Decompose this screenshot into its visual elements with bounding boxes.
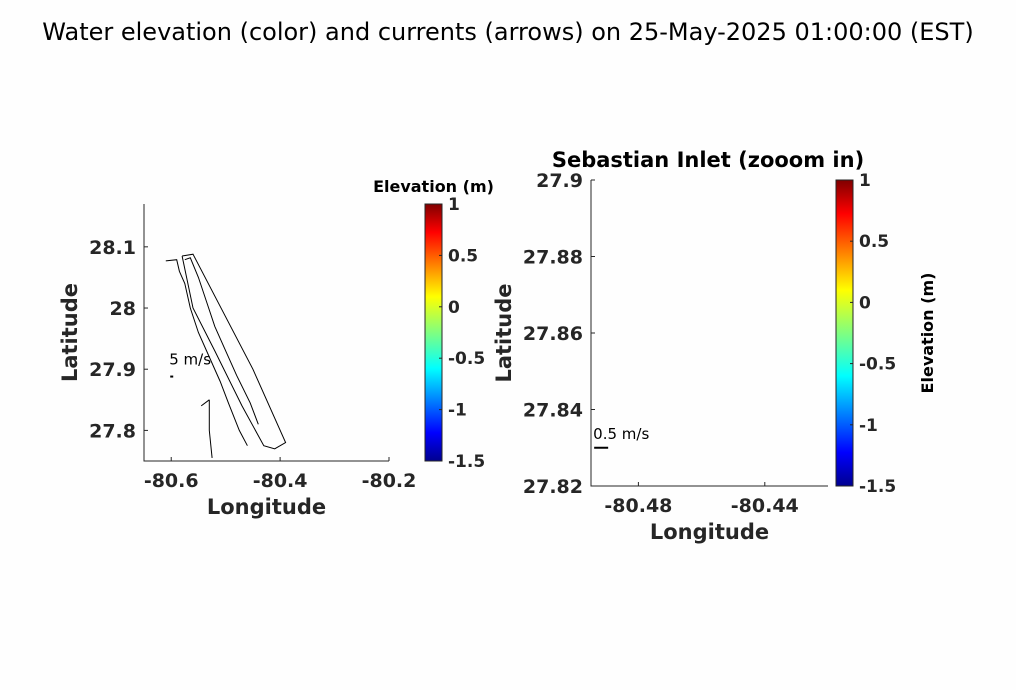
coastline-segment — [181, 253, 287, 450]
y-tick-label: 27.9 — [536, 170, 583, 192]
overview-map-panel: -80.6 -80.4 -80.2 27.8 27.9 28 28.1 5 m/s Long… — [58, 204, 416, 519]
y-axis-label: Latitude — [492, 283, 516, 382]
colorbar-label: Elevation (m) — [373, 177, 494, 196]
zoom-panel-title: Sebastian Inlet (zooom in) — [552, 148, 864, 172]
x-tick-label: -80.48 — [604, 495, 672, 517]
colorbar-tick-label: 0 — [448, 298, 460, 318]
x-tick-label: -80.44 — [731, 495, 799, 517]
y-tick-label: 28.1 — [89, 237, 136, 259]
x-axis-label: Longitude — [650, 520, 769, 544]
overview-tick-layer: -80.6 -80.4 -80.2 27.8 27.9 28 28.1 — [89, 204, 416, 492]
y-axis-label: Latitude — [58, 283, 82, 382]
overview-colorbar: Elevation (m) 1 0.5 0 -0.5 -1 -1.5 — [373, 177, 494, 472]
colorbar-tick-label: -1 — [448, 401, 467, 421]
colorbar-tick-label: 0.5 — [448, 246, 478, 266]
scale-arrow-label: 5 m/s — [169, 351, 211, 369]
colorbar-tick-label: 0 — [859, 293, 871, 313]
coastline-segment — [200, 399, 210, 407]
colorbar-label: Elevation (m) — [918, 273, 937, 394]
colorbar-tick-label: 1 — [859, 171, 871, 191]
y-tick-label: 27.9 — [89, 359, 136, 381]
colorbar-tick-label: -0.5 — [859, 355, 896, 375]
zoom-tick-layer: -80.48 -80.44 27.82 27.84 27.86 27.88 27.9 — [523, 170, 828, 517]
colorbar-tick-label: -1.5 — [859, 477, 896, 497]
figure-title: Water elevation (color) and currents (ar… — [42, 18, 973, 46]
y-tick-label: 27.8 — [89, 420, 136, 442]
colorbar-tick-label: -0.5 — [448, 349, 485, 369]
overview-scale-arrow: 5 m/s — [169, 351, 211, 378]
y-tick-label: 28 — [110, 298, 136, 320]
coastline-segment — [208, 399, 213, 458]
overview-axes-lines — [143, 204, 389, 462]
x-tick-label: -80.6 — [144, 470, 199, 492]
colorbar-tick-label: 1 — [448, 195, 460, 215]
zoom-scale-arrow: 0.5 m/s — [593, 425, 649, 449]
y-tick-label: 27.88 — [523, 247, 583, 269]
colorbar-tick-label: -1 — [859, 416, 878, 436]
y-tick-label: 27.86 — [523, 323, 583, 345]
zoom-colorbar: Elevation (m) 1 0.5 0 -0.5 -1 -1.5 — [835, 171, 937, 497]
coastline-segment — [184, 257, 259, 425]
colorbar-gradient — [424, 203, 443, 462]
colorbar-gradient — [835, 179, 854, 487]
x-tick-label: -80.2 — [362, 470, 417, 492]
x-tick-label: -80.4 — [253, 470, 308, 492]
y-tick-label: 27.82 — [523, 476, 583, 498]
y-tick-label: 27.84 — [523, 400, 583, 422]
coastline-layer — [165, 253, 287, 458]
colorbar-tick-label: -1.5 — [448, 452, 485, 472]
scale-arrow-label: 0.5 m/s — [593, 425, 649, 443]
colorbar-tick-label: 0.5 — [859, 232, 889, 252]
x-axis-label: Longitude — [207, 495, 326, 519]
zoom-map-panel: Sebastian Inlet (zooom in) -80.48 -80.44 2… — [492, 148, 864, 544]
coastline-segment — [165, 259, 248, 446]
